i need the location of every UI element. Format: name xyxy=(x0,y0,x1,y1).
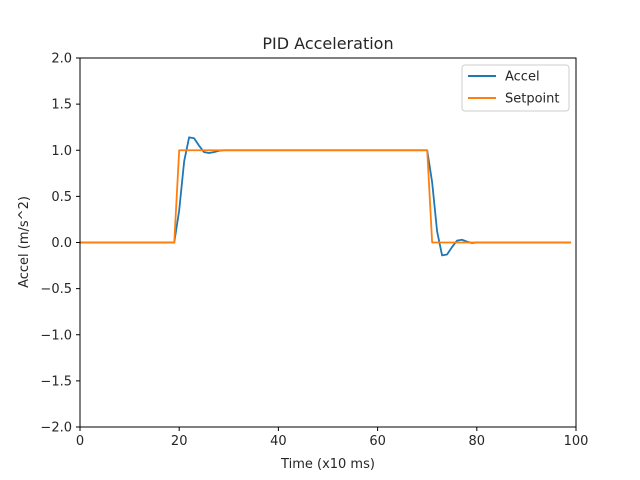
chart-title: PID Acceleration xyxy=(262,34,393,53)
y-tick-label: 2.0 xyxy=(51,52,72,67)
x-tick-label: 100 xyxy=(564,434,589,449)
y-axis-label: Accel (m/s^2) xyxy=(17,196,32,288)
x-tick-label: 20 xyxy=(171,434,188,449)
legend: Accel Setpoint xyxy=(461,64,570,112)
y-tick-label: −1.0 xyxy=(40,328,72,343)
x-axis-label: Time (x10 ms) xyxy=(280,457,375,472)
series-line-accel xyxy=(80,136,572,257)
plot-area: 0 20 40 60 80 100 −2.0 −1.5 −1.0 −0.5 0.0 0.5 1.0 1.5… xyxy=(40,52,588,450)
y-tick-label: 0.5 xyxy=(51,190,72,205)
x-tick-label: 40 xyxy=(270,434,287,449)
x-tick-label: 60 xyxy=(369,434,386,449)
x-tick-label: 0 xyxy=(76,434,84,449)
y-tick-label: 1.0 xyxy=(51,144,72,159)
legend-label-setpoint: Setpoint xyxy=(505,92,560,107)
series-line-setpoint xyxy=(80,149,572,244)
y-tick-label: 0.0 xyxy=(51,236,72,251)
y-tick-label: −2.0 xyxy=(40,421,72,436)
y-tick-label: −1.5 xyxy=(40,374,72,389)
y-tick-label: −0.5 xyxy=(40,282,72,297)
y-tick-label: 1.5 xyxy=(51,98,72,113)
x-tick-label: 80 xyxy=(469,434,486,449)
legend-label-accel: Accel xyxy=(505,70,540,85)
